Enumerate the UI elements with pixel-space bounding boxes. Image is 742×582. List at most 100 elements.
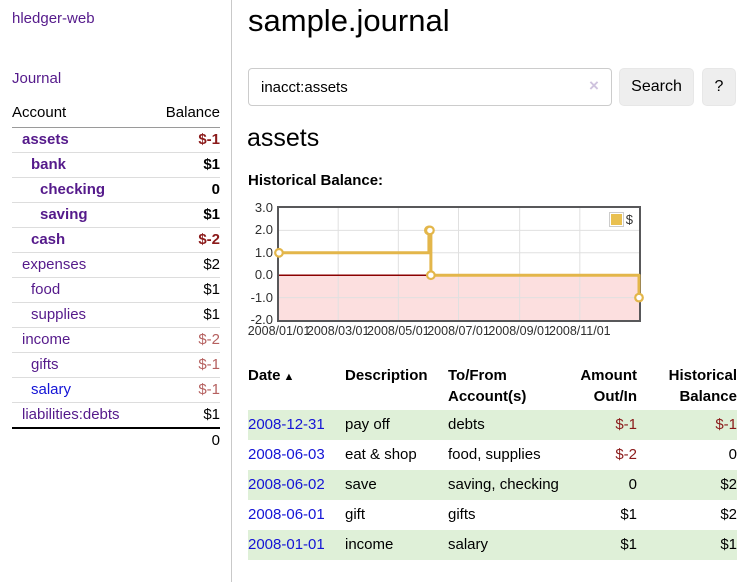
transaction-row: 2008-06-02 save saving, checking 0 $2 <box>248 470 737 500</box>
account-row: bank $1 <box>12 152 220 178</box>
transaction-date-link[interactable]: 2008-01-01 <box>248 536 325 553</box>
accounts-total-spacer <box>12 427 151 453</box>
y-axis-label: -1.0 <box>250 289 273 305</box>
sidebar: hledger-web Journal Account Balance asse… <box>0 0 232 582</box>
account-row: checking 0 <box>12 177 220 203</box>
transaction-date-link[interactable]: 2008-06-03 <box>248 446 325 463</box>
accounts-column-header: Account <box>12 100 151 128</box>
account-row: income $-2 <box>12 327 220 353</box>
account-link[interactable]: bank <box>31 156 67 173</box>
account-link[interactable]: gifts <box>31 356 59 373</box>
balance-column-header: Balance <box>150 100 220 128</box>
x-axis-label: 2008/11/01 <box>548 324 611 338</box>
x-axis-label: 2008/01/01 <box>247 324 311 338</box>
account-link[interactable]: supplies <box>31 306 87 323</box>
balance-column-header: Historical Balance <box>668 367 737 405</box>
transaction-balance: $2 <box>720 506 737 523</box>
transaction-description: income <box>345 536 394 553</box>
accounts-column-header: To/From Account(s) <box>448 367 527 405</box>
transaction-balance: $1 <box>720 536 737 553</box>
transaction-date-link[interactable]: 2008-06-01 <box>248 506 325 523</box>
account-balance: $2 <box>150 252 220 278</box>
account-link[interactable]: expenses <box>22 256 87 273</box>
legend-label: $ <box>625 212 633 227</box>
account-link[interactable]: food <box>31 281 61 298</box>
sort-ascending-icon: ▲ <box>283 371 295 383</box>
transaction-amount: $-2 <box>615 446 637 463</box>
balance-chart: 3.0 2.0 1.0 0.0 -1.0 -2.0 $ 2008/01/01 2008/03… <box>248 199 742 344</box>
transaction-accounts: gifts <box>448 506 476 523</box>
account-balance: $1 <box>150 277 220 303</box>
accounts-total-value: 0 <box>150 427 220 453</box>
legend-swatch-icon <box>608 212 624 227</box>
account-link[interactable]: cash <box>31 231 66 248</box>
account-link[interactable]: income <box>22 331 71 348</box>
account-balance: $-1 <box>150 352 220 378</box>
account-row: supplies $1 <box>12 302 220 328</box>
account-balance: $-1 <box>150 377 220 403</box>
transaction-row: 2008-06-01 gift gifts $1 $2 <box>248 500 737 530</box>
transaction-description: gift <box>345 506 366 523</box>
date-column-header[interactable]: Date ▲ <box>248 367 295 384</box>
search-button[interactable]: Search <box>619 68 694 106</box>
account-balance: $-2 <box>150 327 220 353</box>
account-balance: $1 <box>150 152 220 178</box>
account-link[interactable]: saving <box>40 206 88 223</box>
help-button[interactable]: ? <box>702 68 736 106</box>
account-heading: assets <box>247 124 320 152</box>
y-axis-label: 0.0 <box>254 267 273 283</box>
transaction-date-link[interactable]: 2008-12-31 <box>248 416 325 433</box>
chart-legend: $ <box>606 212 635 227</box>
account-link[interactable]: checking <box>40 181 106 198</box>
transaction-row: 2008-12-31 pay off debts $-1 $-1 <box>248 410 737 440</box>
transaction-accounts: debts <box>448 416 485 433</box>
account-row: food $1 <box>12 277 220 303</box>
register-table: Date ▲ Description To/From Account(s) Amo… <box>248 362 737 560</box>
y-axis-label: -2.0 <box>250 312 273 327</box>
register-header-row: Date ▲ Description To/From Account(s) Amo… <box>248 362 737 410</box>
transaction-balance: $-1 <box>715 416 737 433</box>
amount-column-header: Amount Out/In <box>580 367 637 405</box>
account-balance: 0 <box>150 177 220 203</box>
transaction-date-link[interactable]: 2008-06-02 <box>248 476 325 493</box>
sidebar-item-journal[interactable]: Journal <box>12 70 62 87</box>
transaction-row: 2008-01-01 income salary $1 $1 <box>248 530 737 560</box>
transaction-amount: $-1 <box>615 416 637 433</box>
account-row: assets $-1 <box>12 127 220 153</box>
app-title-link[interactable]: hledger-web <box>12 10 95 27</box>
account-link[interactable]: salary <box>31 381 72 398</box>
x-axis-label: 2008/07/01 <box>427 324 490 338</box>
account-link[interactable]: assets <box>22 131 69 148</box>
account-row: saving $1 <box>12 202 220 228</box>
chart-title: Historical Balance: <box>248 172 384 189</box>
account-balance: $1 <box>150 302 220 328</box>
account-row: expenses $2 <box>12 252 220 278</box>
chart-canvas <box>274 208 644 320</box>
transaction-accounts: salary <box>448 536 489 553</box>
transaction-amount: 0 <box>628 476 637 493</box>
accounts-total-row: 0 <box>12 427 220 453</box>
account-balance: $-1 <box>150 127 220 153</box>
transaction-row: 2008-06-03 eat & shop food, supplies $-2 0 <box>248 440 737 470</box>
transaction-balance: $2 <box>720 476 737 493</box>
account-row: liabilities:debts $1 <box>12 402 220 428</box>
account-row: cash $-2 <box>12 227 220 253</box>
description-column-header: Description <box>345 367 428 384</box>
transaction-description: eat & shop <box>345 446 417 463</box>
account-balance: $-2 <box>150 227 220 253</box>
transaction-accounts: food, supplies <box>448 446 541 463</box>
page-title: sample.journal <box>248 3 450 38</box>
y-axis-label: 2.0 <box>254 222 273 238</box>
clear-search-icon[interactable]: × <box>589 76 599 95</box>
transaction-amount: $1 <box>620 536 637 553</box>
chart-plot-area: $ <box>274 206 644 322</box>
transaction-description: save <box>345 476 377 493</box>
account-link[interactable]: liabilities:debts <box>22 406 120 423</box>
search-input[interactable] <box>248 68 612 106</box>
account-row: salary $-1 <box>12 377 220 403</box>
x-axis-label: 2008/09/01 <box>488 324 551 338</box>
account-balance: $1 <box>150 402 220 428</box>
y-axis-label: 3.0 <box>254 200 273 215</box>
accounts-table-header: Account Balance <box>12 100 220 128</box>
